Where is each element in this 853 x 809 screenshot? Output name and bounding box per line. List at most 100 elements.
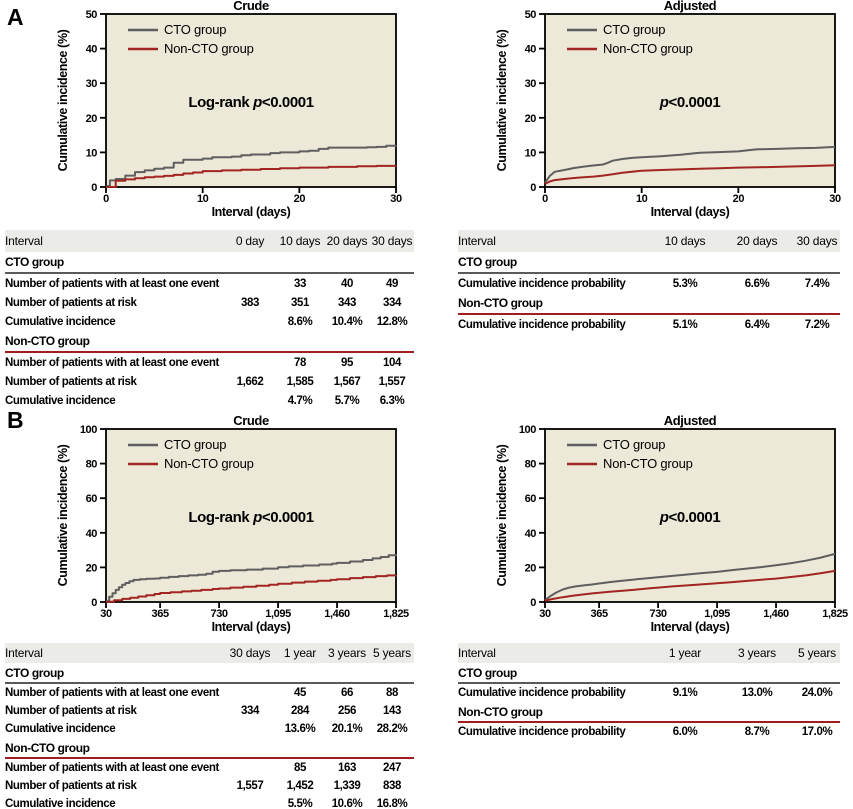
row-label: Cumulative incidence xyxy=(5,394,116,407)
table-row: Number of patients at risk 383 351 343 334 xyxy=(5,293,414,312)
table-cell: 334 xyxy=(383,296,401,309)
table-b-crude: Interval 30 days 1 year 3 years 5 years CTO g… xyxy=(5,643,414,809)
panel-b-label: B xyxy=(7,407,24,433)
table-section-row: Non-CTO group xyxy=(5,738,414,759)
table-cell: 7.2% xyxy=(804,318,830,331)
row-label: Number of patients with at least one eve… xyxy=(5,356,219,369)
series-non-cto xyxy=(106,574,397,603)
table-cell: 13.6% xyxy=(284,723,316,735)
y-tick-label: 60 xyxy=(525,493,537,505)
section-label-non-cto: Non-CTO group xyxy=(458,704,543,719)
table-cell: 17.0% xyxy=(801,726,833,738)
x-tick-label: 30 xyxy=(390,193,402,205)
row-label: Number of patients with at least one eve… xyxy=(5,762,219,774)
row-label: Cumulative incidence xyxy=(5,723,116,735)
y-tick-label: 20 xyxy=(86,113,98,125)
x-tick-label: 1,825 xyxy=(822,608,848,620)
x-tick-label: 365 xyxy=(591,608,608,620)
y-tick-label: 20 xyxy=(525,113,537,125)
row-label: Cumulative incidence probability xyxy=(458,687,626,699)
x-tick-label: 30 xyxy=(100,608,112,620)
row-label: Number of patients with at least one eve… xyxy=(5,277,219,290)
table-cell: 28.2% xyxy=(376,723,408,735)
x-tick-label: 20 xyxy=(294,193,306,205)
column-header: 10 days xyxy=(664,234,706,248)
chart-title: Crude xyxy=(233,0,269,13)
column-header: Interval xyxy=(458,646,496,660)
table-cell: 7.4% xyxy=(804,277,830,290)
table-cell: 4.7% xyxy=(287,394,313,407)
y-axis-label: Cumulative incidence (%) xyxy=(56,444,70,586)
y-tick-label: 80 xyxy=(86,459,98,471)
table-section-row: CTO group xyxy=(458,252,840,274)
table-cell: 351 xyxy=(291,296,309,309)
table-row: Number of patients with at least one eve… xyxy=(5,759,414,777)
table-cell: 5.1% xyxy=(672,318,698,331)
table-cell: 1,557 xyxy=(236,780,264,792)
table-cell: 6.6% xyxy=(744,277,770,290)
x-axis-label: Interval (days) xyxy=(651,620,730,634)
y-tick-label: 100 xyxy=(519,424,536,436)
chart-a-adjusted: 0 10 20 30 40 50 0 10 20 30 Adjusted Interval (days… xyxy=(495,0,841,219)
y-tick-label: 40 xyxy=(86,528,98,540)
table-cell: 343 xyxy=(338,296,356,309)
table-cell: 10.4% xyxy=(331,315,363,328)
table-cell: 12.8% xyxy=(376,315,408,328)
x-tick-label: 30 xyxy=(829,193,841,205)
y-tick-label: 40 xyxy=(86,44,98,56)
series-cto xyxy=(544,552,836,602)
y-tick-label: 0 xyxy=(91,182,97,194)
table-cell: 8.6% xyxy=(287,315,313,328)
x-tick-label: 730 xyxy=(650,608,667,620)
chart-b-adjusted: 0 20 40 60 80 100 30 365 730 1,095 1,460 1,825 Adjus… xyxy=(495,413,848,634)
x-tick-label: 10 xyxy=(197,193,209,205)
table-cell: 5.5% xyxy=(287,798,313,809)
column-header: 1 year xyxy=(283,646,317,660)
table-section-row: Non-CTO group xyxy=(458,702,840,723)
row-label: Cumulative incidence probability xyxy=(458,318,626,331)
plot-area xyxy=(544,428,836,603)
table-header-row: Interval 1 year 3 years 5 years xyxy=(458,643,840,663)
p-value-annotation: Log-rank p<0.0001 xyxy=(188,509,313,526)
table-row: Number of patients at risk 1,557 1,452 1,33… xyxy=(5,777,414,795)
row-label: Number of patients at risk xyxy=(5,780,137,792)
y-tick-label: 80 xyxy=(525,459,537,471)
table-cell: 45 xyxy=(294,687,306,699)
column-header: 30 days xyxy=(229,646,271,660)
legend-label: Non-CTO group xyxy=(164,456,254,471)
x-tick-label: 30 xyxy=(539,608,551,620)
y-tick-label: 60 xyxy=(86,493,98,505)
table-cell: 1,339 xyxy=(333,780,361,792)
table-cell: 284 xyxy=(291,705,309,717)
series-cto xyxy=(106,144,397,187)
panel-a-label: A xyxy=(7,4,24,30)
table-b-adjusted: Interval 1 year 3 years 5 years CTO group Cum… xyxy=(458,643,840,741)
y-tick-label: 30 xyxy=(86,78,98,90)
table-cell: 838 xyxy=(383,780,401,792)
legend-label: CTO group xyxy=(164,22,226,37)
section-label-non-cto: Non-CTO group xyxy=(458,296,543,310)
table-cell: 5.3% xyxy=(672,277,698,290)
row-label: Cumulative incidence probability xyxy=(458,277,626,290)
y-tick-label: 30 xyxy=(525,78,537,90)
table-row: Number of patients with at least one eve… xyxy=(5,274,414,293)
table-cell: 5.7% xyxy=(334,394,360,407)
y-tick-label: 40 xyxy=(525,528,537,540)
plot-area xyxy=(544,13,836,188)
table-header-row: Interval 30 days 1 year 3 years 5 years xyxy=(5,643,414,663)
table-row: Cumulative incidence probability 9.1% 13.0… xyxy=(458,684,840,702)
row-label: Cumulative incidence xyxy=(5,315,116,328)
table-cell: 16.8% xyxy=(376,798,408,809)
x-tick-label: 1,825 xyxy=(383,608,409,620)
table-row: Number of patients with at least one eve… xyxy=(5,684,414,702)
y-axis-label: Cumulative incidence (%) xyxy=(56,29,70,171)
chart-title: Crude xyxy=(233,413,269,428)
table-cell: 1,557 xyxy=(378,375,406,388)
p-value-annotation: p<0.0001 xyxy=(659,94,721,111)
row-label: Number of patients with at least one eve… xyxy=(5,687,219,699)
y-tick-label: 50 xyxy=(86,9,98,21)
table-row: Cumulative incidence probability 5.3% 6.6%… xyxy=(458,274,840,293)
table-cell: 163 xyxy=(338,762,356,774)
x-tick-label: 1,460 xyxy=(763,608,789,620)
